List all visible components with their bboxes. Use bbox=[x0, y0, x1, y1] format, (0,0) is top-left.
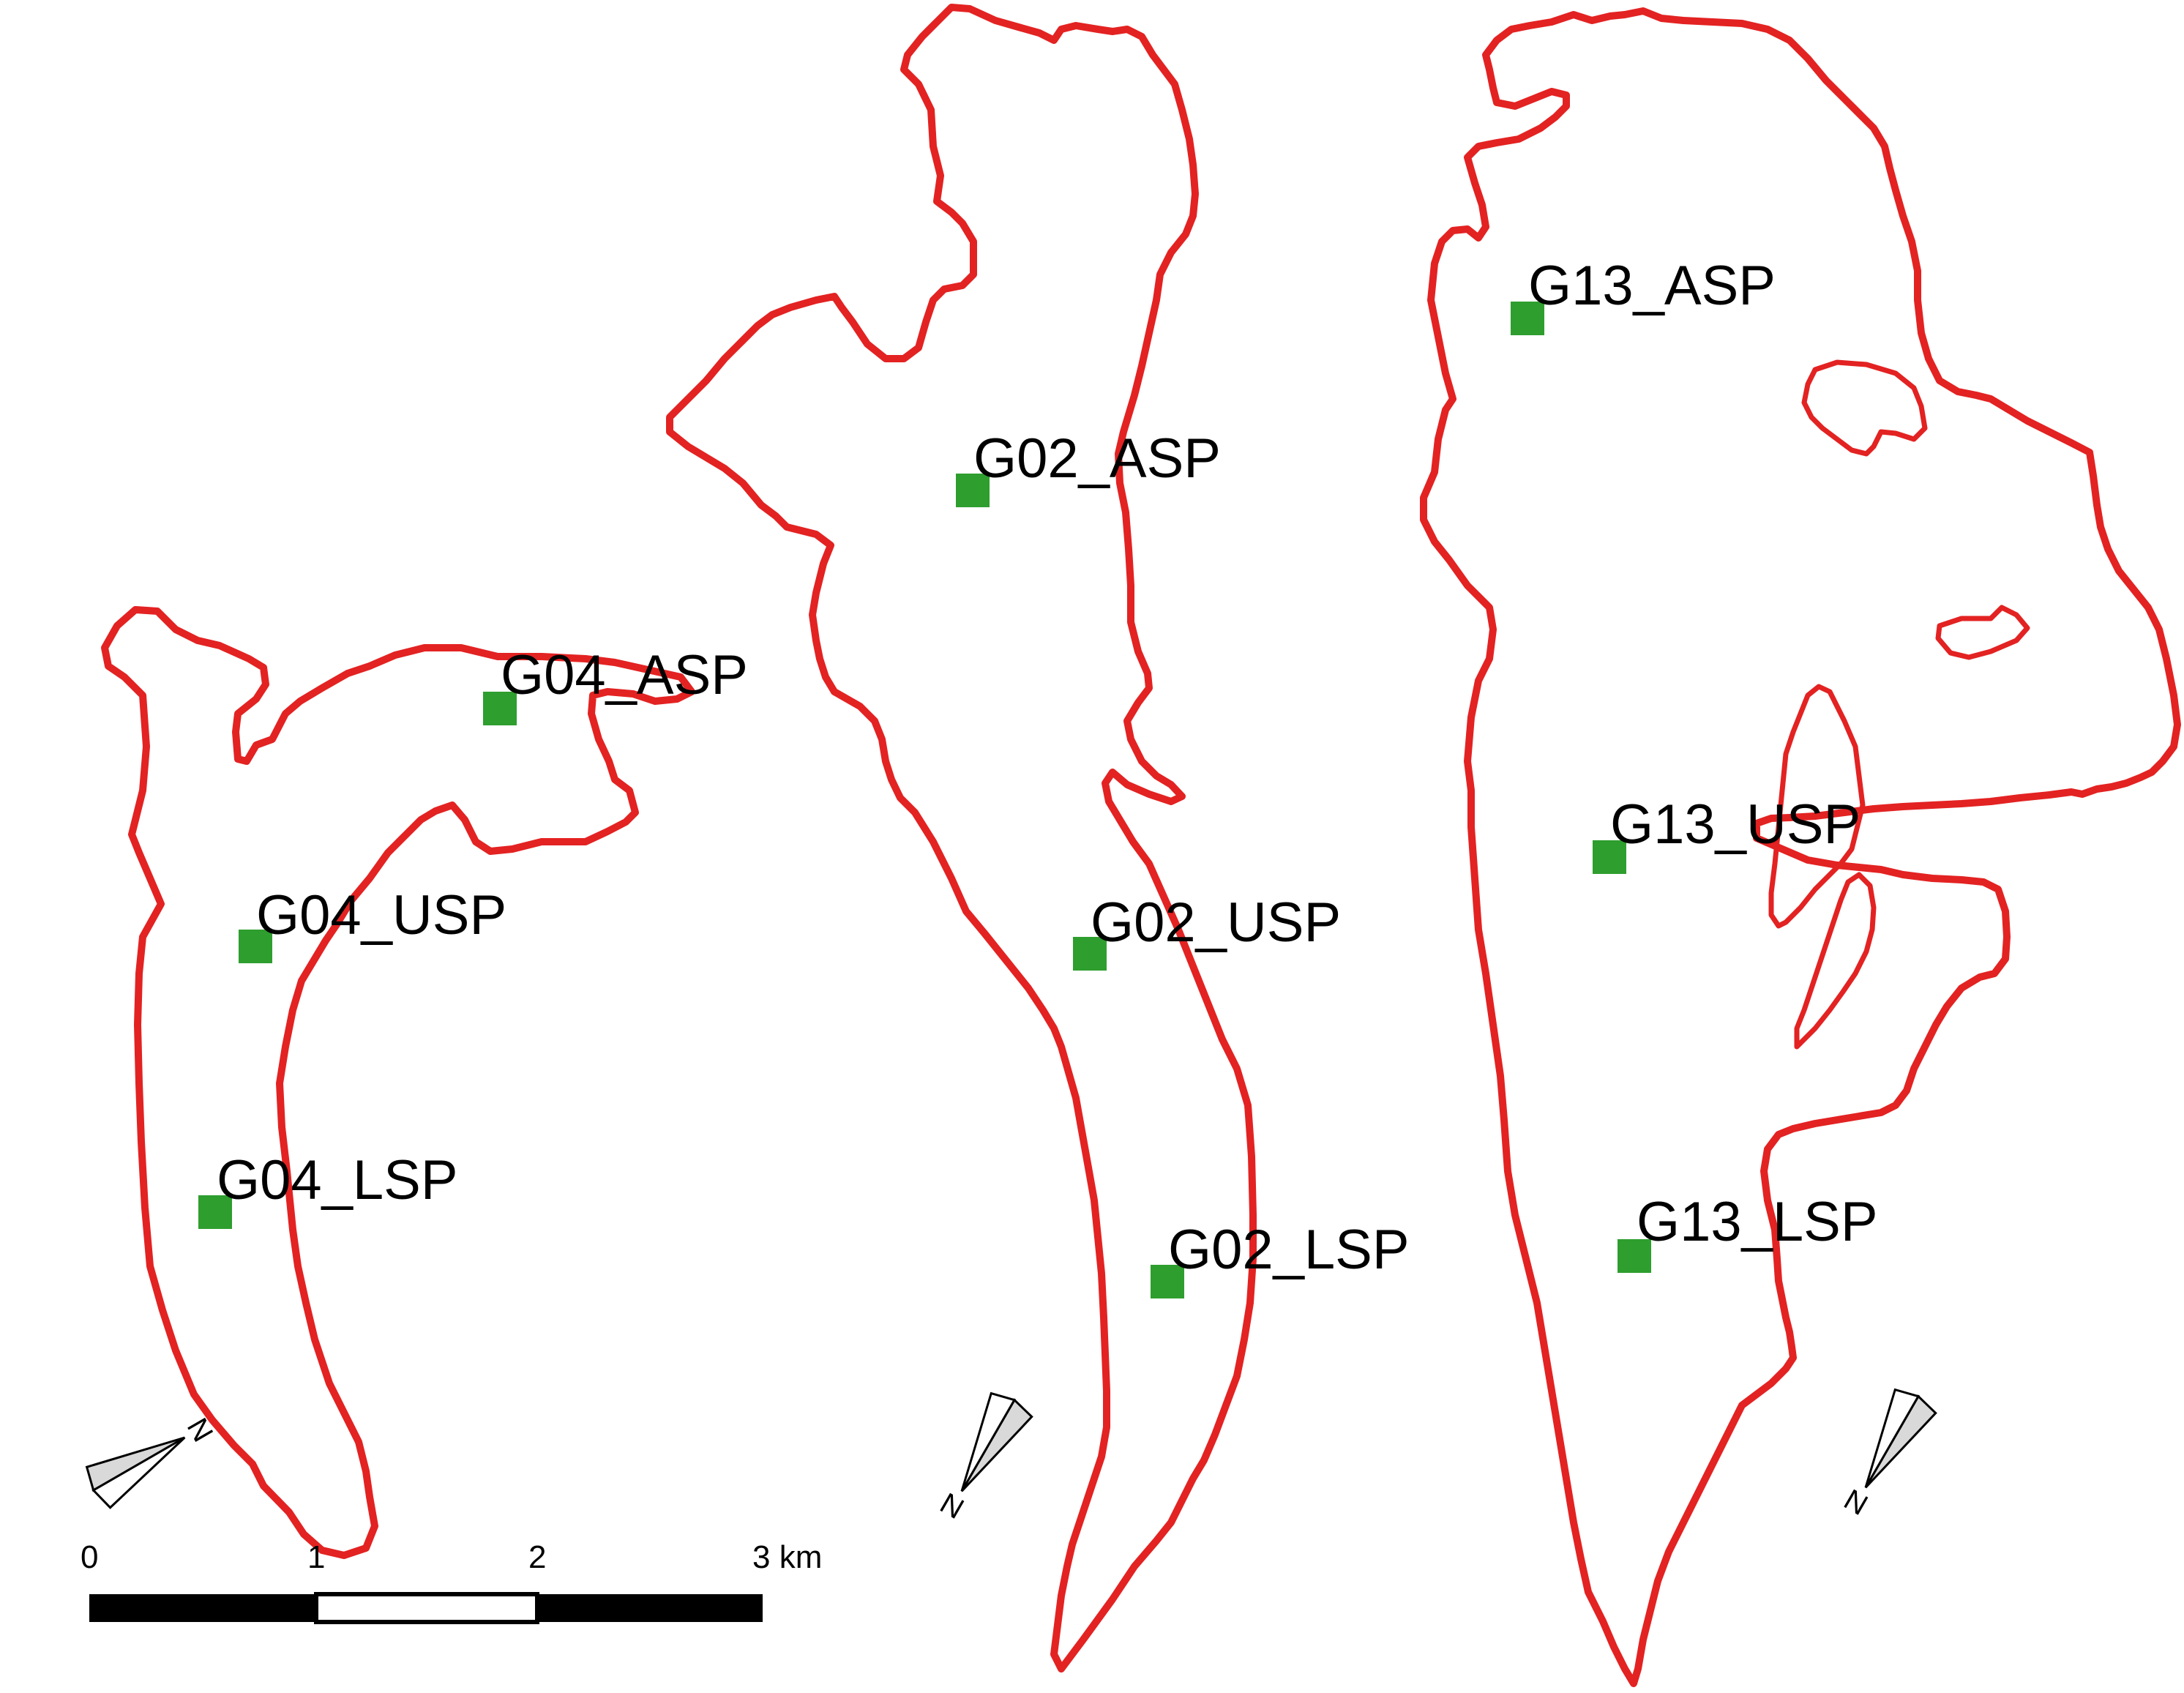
site-marker-g02-lsp bbox=[1151, 1265, 1184, 1298]
site-label-g13-lsp: G13_LSP bbox=[1637, 1191, 1878, 1253]
scale-tick-2: 2 bbox=[528, 1539, 546, 1575]
site-labels: G04_ASP G04_USP G04_LSP G02_ASP G02_USP … bbox=[217, 255, 1878, 1281]
site-marker-g02-usp bbox=[1073, 937, 1107, 971]
glacier-outline-g04 bbox=[101, 606, 695, 1559]
glacier-outlines bbox=[101, 4, 2181, 1687]
site-label-g04-usp: G04_USP bbox=[256, 884, 506, 946]
north-letter: N bbox=[935, 1486, 970, 1525]
north-arrow-icon-half bbox=[960, 1391, 1017, 1492]
site-label-g04-asp: G04_ASP bbox=[501, 644, 748, 706]
site-label-g02-asp: G02_ASP bbox=[973, 427, 1221, 490]
north-arrow-middle: N bbox=[935, 1391, 1033, 1525]
scale-tick-0: 0 bbox=[81, 1539, 98, 1575]
site-marker-g04-lsp bbox=[198, 1195, 232, 1229]
glacier-hole-g13-middle bbox=[1935, 605, 2030, 660]
site-markers bbox=[198, 302, 1651, 1298]
scale-bar-segment-0 bbox=[89, 1594, 316, 1622]
glacier-hole-g13-lower bbox=[1768, 684, 1866, 929]
site-label-g04-lsp: G04_LSP bbox=[217, 1149, 458, 1211]
site-label-g13-asp: G13_ASP bbox=[1528, 255, 1776, 317]
north-arrow-right: N bbox=[1839, 1388, 1937, 1521]
north-arrow-icon-half bbox=[1864, 1388, 1921, 1489]
label-clip-mask bbox=[1411, 1222, 1448, 1288]
north-letter: N bbox=[1839, 1482, 1874, 1521]
site-marker-g13-lsp bbox=[1618, 1239, 1651, 1273]
north-arrow-icon-half bbox=[91, 1436, 186, 1509]
glacier-hole-g13-spur bbox=[1794, 872, 1877, 1050]
glacier-outline-g13 bbox=[1420, 7, 2181, 1687]
scale-tick-1: 1 bbox=[307, 1539, 325, 1575]
site-marker-g04-usp bbox=[239, 930, 272, 963]
scale-bar-segment-1 bbox=[314, 1592, 539, 1624]
site-marker-g02-asp bbox=[956, 474, 990, 507]
site-label-g13-usp: G13_USP bbox=[1610, 793, 1860, 856]
site-marker-g13-usp bbox=[1593, 840, 1626, 874]
scale-tick-3: 3 km bbox=[752, 1539, 822, 1575]
glacier-hole-g13-upper bbox=[1801, 359, 1928, 457]
site-marker-g13-asp bbox=[1511, 302, 1544, 335]
north-arrow-left: N bbox=[85, 1413, 219, 1509]
site-label-g02-usp: G02_USP bbox=[1091, 892, 1341, 954]
site-marker-g04-asp bbox=[483, 692, 517, 725]
site-label-g02-lsp: G02_LSP bbox=[1168, 1219, 1410, 1281]
scale-bar: 0 1 2 3 km bbox=[81, 1539, 822, 1624]
scale-bar-segment-2 bbox=[537, 1594, 763, 1622]
glacier-outline-g02 bbox=[666, 4, 1257, 1673]
